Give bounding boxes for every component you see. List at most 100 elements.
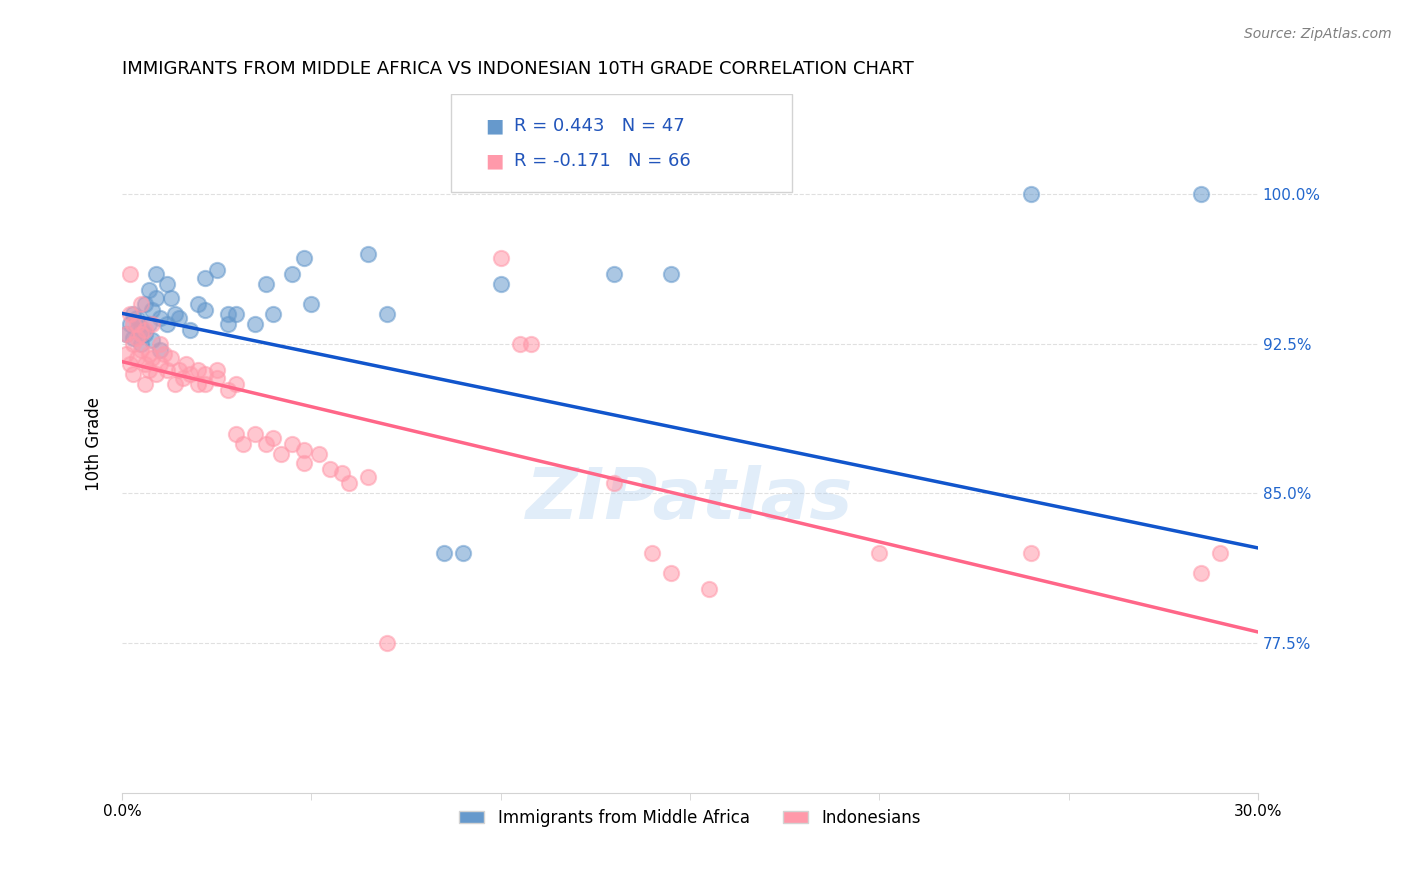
Point: [254, 436, 277, 450]
Point: [179, 323, 201, 337]
Point: [270, 446, 292, 460]
Point: [114, 326, 136, 341]
Point: [292, 457, 315, 471]
Point: [1019, 546, 1042, 560]
Point: [659, 566, 682, 581]
Point: [134, 357, 156, 371]
Point: [165, 376, 187, 391]
Text: R = 0.443   N = 47: R = 0.443 N = 47: [515, 117, 685, 135]
Point: [129, 326, 152, 341]
Point: [292, 251, 315, 265]
Point: [357, 470, 380, 484]
Point: [160, 291, 183, 305]
Point: [129, 297, 152, 311]
Point: [141, 333, 163, 347]
Point: [134, 323, 156, 337]
Point: [134, 297, 156, 311]
Point: [299, 297, 322, 311]
Point: [217, 317, 239, 331]
Point: [114, 347, 136, 361]
Point: [451, 546, 474, 560]
Point: [641, 546, 664, 560]
Point: [489, 277, 512, 291]
Point: [194, 376, 217, 391]
Point: [509, 336, 531, 351]
Point: [179, 367, 201, 381]
Point: [319, 462, 342, 476]
Point: [145, 291, 167, 305]
Point: [118, 267, 141, 281]
Point: [127, 317, 149, 331]
Point: [225, 426, 247, 441]
Point: [225, 307, 247, 321]
Point: [1189, 566, 1212, 581]
Point: [375, 636, 398, 650]
Point: [187, 362, 209, 376]
Point: [156, 277, 179, 291]
Point: [145, 367, 167, 381]
Point: [122, 307, 145, 321]
Point: [160, 351, 183, 365]
Point: [357, 247, 380, 261]
Legend: Immigrants from Middle Africa, Indonesians: Immigrants from Middle Africa, Indonesia…: [453, 802, 928, 833]
Point: [433, 546, 456, 560]
Point: [149, 336, 172, 351]
Point: [118, 317, 141, 331]
Point: [205, 362, 228, 376]
Point: [489, 251, 512, 265]
Point: [141, 351, 163, 365]
Point: [243, 317, 266, 331]
Point: [243, 426, 266, 441]
FancyBboxPatch shape: [451, 95, 792, 192]
Point: [337, 476, 360, 491]
Point: [205, 263, 228, 277]
Point: [603, 476, 626, 491]
Point: [141, 317, 163, 331]
Point: [165, 307, 187, 321]
Point: [138, 347, 160, 361]
Point: [127, 331, 149, 345]
Text: ZIPatlas: ZIPatlas: [526, 465, 853, 534]
Point: [281, 267, 304, 281]
Point: [145, 267, 167, 281]
Point: [176, 357, 198, 371]
Point: [138, 283, 160, 297]
Point: [375, 307, 398, 321]
Point: [697, 582, 720, 597]
Point: [122, 336, 145, 351]
Point: [138, 317, 160, 331]
Point: [1189, 187, 1212, 202]
Point: [217, 383, 239, 397]
Point: [149, 310, 172, 325]
Point: [217, 307, 239, 321]
Point: [141, 302, 163, 317]
Point: [122, 367, 145, 381]
Point: [138, 362, 160, 376]
Point: [167, 310, 190, 325]
Point: [134, 326, 156, 341]
Point: [1019, 187, 1042, 202]
Text: IMMIGRANTS FROM MIDDLE AFRICA VS INDONESIAN 10TH GRADE CORRELATION CHART: IMMIGRANTS FROM MIDDLE AFRICA VS INDONES…: [122, 60, 914, 78]
Text: ■: ■: [485, 116, 503, 136]
Point: [127, 323, 149, 337]
Point: [127, 310, 149, 325]
Point: [308, 446, 330, 460]
Text: Source: ZipAtlas.com: Source: ZipAtlas.com: [1244, 27, 1392, 41]
Point: [263, 431, 285, 445]
Point: [129, 343, 152, 357]
Point: [194, 367, 217, 381]
Text: R = -0.171   N = 66: R = -0.171 N = 66: [515, 152, 690, 169]
Point: [149, 357, 172, 371]
Point: [172, 370, 194, 384]
Point: [659, 267, 682, 281]
Text: ■: ■: [485, 152, 503, 170]
Point: [118, 357, 141, 371]
Point: [114, 326, 136, 341]
Point: [152, 347, 174, 361]
Point: [232, 436, 254, 450]
Point: [1209, 546, 1232, 560]
Point: [225, 376, 247, 391]
Point: [127, 351, 149, 365]
Point: [292, 442, 315, 457]
Point: [520, 336, 543, 351]
